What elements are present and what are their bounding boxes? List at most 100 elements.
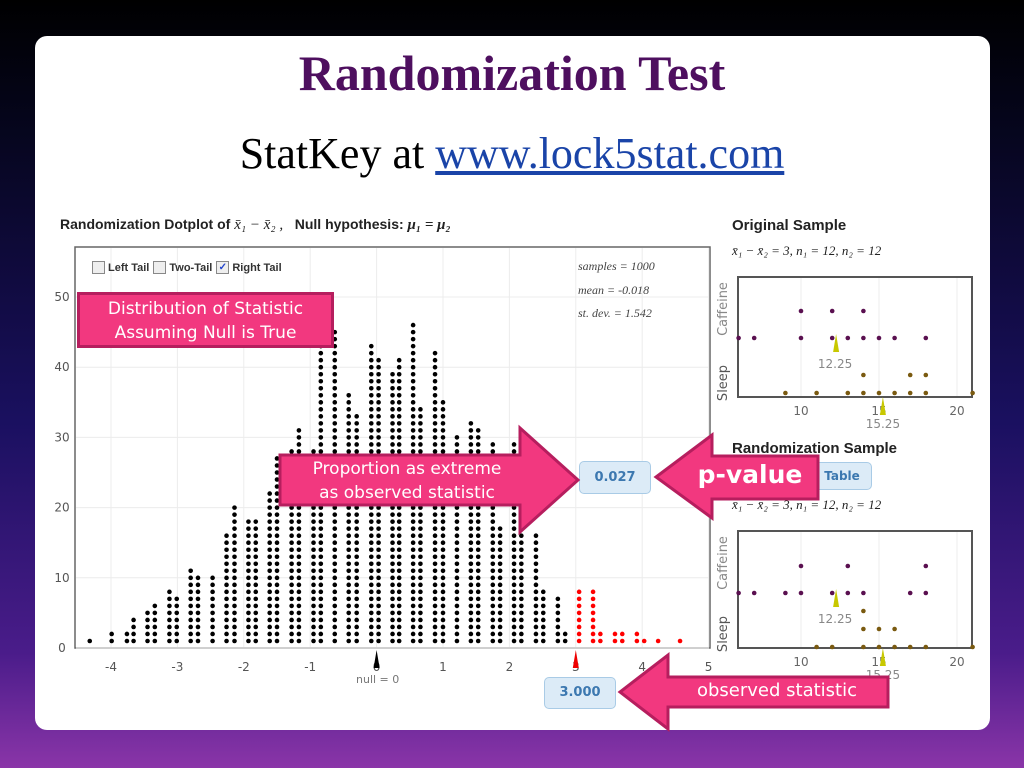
dot <box>210 575 215 581</box>
dot <box>289 582 294 588</box>
checkbox-icon[interactable]: ✓ <box>216 261 230 274</box>
dot <box>332 421 338 426</box>
checkbox-label: Right Tail <box>232 261 282 274</box>
dot <box>368 449 374 454</box>
dot <box>224 582 229 588</box>
dot <box>376 603 381 609</box>
dot <box>188 596 193 602</box>
x-tick-label: 5 <box>705 660 713 674</box>
dot <box>475 561 481 567</box>
dot <box>418 421 423 426</box>
dot <box>274 568 280 574</box>
dot <box>332 561 338 567</box>
dot <box>267 610 272 616</box>
checkbox-icon[interactable] <box>92 261 105 274</box>
dot <box>432 603 438 609</box>
dot <box>497 596 503 602</box>
dot <box>432 526 438 531</box>
dot <box>923 644 929 650</box>
dot <box>497 533 503 538</box>
dot <box>274 484 280 489</box>
lock5stat-link[interactable]: www.lock5stat.com <box>435 129 785 178</box>
p-value-arrow <box>653 432 820 521</box>
left-tail-checkbox[interactable]: Left Tail <box>92 261 149 274</box>
x-tick-label: 2 <box>506 660 514 674</box>
dot <box>296 547 302 553</box>
dot <box>390 603 395 609</box>
dot <box>318 385 324 391</box>
dot <box>410 540 416 546</box>
dot <box>274 540 280 546</box>
dot <box>432 364 438 370</box>
dot <box>354 589 359 595</box>
dot <box>497 575 503 581</box>
dot <box>332 357 338 363</box>
dot <box>376 449 381 454</box>
dot <box>390 378 395 384</box>
dot <box>923 372 929 378</box>
two-tail-checkbox[interactable]: Two-Tail <box>153 261 212 274</box>
dot <box>376 385 381 391</box>
dot <box>454 449 460 454</box>
dot <box>224 547 229 553</box>
dot <box>267 519 272 524</box>
dot <box>332 364 338 370</box>
dot <box>410 610 416 616</box>
dot <box>195 631 201 637</box>
dot <box>511 596 517 602</box>
dot <box>798 335 804 341</box>
dot <box>376 575 381 581</box>
dot <box>418 442 423 447</box>
dot <box>188 624 193 630</box>
dot <box>410 603 416 609</box>
dot <box>519 603 524 609</box>
checkbox-icon[interactable] <box>153 261 167 274</box>
dot <box>332 350 338 356</box>
dot <box>390 512 395 517</box>
dot <box>232 561 237 567</box>
dot <box>540 624 546 630</box>
dot <box>346 449 352 454</box>
dot <box>167 589 172 595</box>
dot <box>490 575 496 581</box>
dot <box>346 610 352 616</box>
dot <box>346 533 352 538</box>
dot <box>267 603 272 609</box>
dot <box>440 526 446 531</box>
dot <box>346 421 352 426</box>
dot <box>311 631 316 637</box>
dot <box>511 568 517 574</box>
right-tail-checkbox[interactable]: ✓ Right Tail <box>216 261 282 274</box>
dot <box>188 603 193 609</box>
x-tick-label: 1 <box>439 660 447 674</box>
dot <box>210 631 215 637</box>
dot <box>454 540 460 546</box>
y-tick-label: 50 <box>54 290 69 304</box>
dot <box>346 407 352 412</box>
dot <box>390 554 395 560</box>
dot <box>232 505 237 510</box>
dot <box>195 638 201 644</box>
dot <box>468 442 474 447</box>
dot <box>829 590 835 596</box>
x-tick-label: -2 <box>238 660 250 674</box>
dot <box>354 435 359 440</box>
dot <box>210 582 215 588</box>
dot <box>876 644 882 650</box>
dot <box>224 596 229 602</box>
dot <box>368 385 374 391</box>
dot <box>497 624 503 630</box>
dot <box>188 631 193 637</box>
dot <box>923 590 929 596</box>
dot <box>432 582 438 588</box>
dot <box>396 547 402 553</box>
dot <box>432 357 438 363</box>
observed-statistic-input[interactable]: 3.000 <box>544 677 616 709</box>
dot <box>354 547 359 553</box>
dot <box>376 357 381 363</box>
dot <box>332 617 338 623</box>
dot <box>368 371 374 377</box>
dot <box>368 596 374 602</box>
dot <box>318 526 324 531</box>
